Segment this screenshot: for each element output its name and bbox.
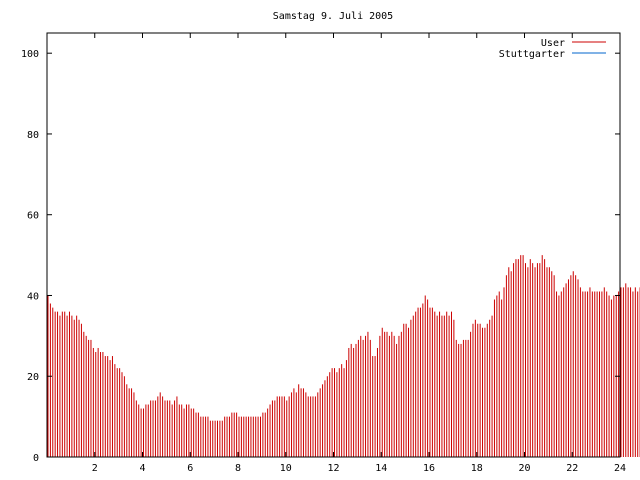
legend: User Stuttgarter (499, 38, 606, 60)
y-tick-label: 80 (27, 130, 39, 141)
x-tick-label: 8 (235, 463, 241, 474)
x-tick-label: 18 (471, 463, 483, 474)
x-tick-label: 12 (327, 463, 339, 474)
legend-label-user: User (541, 38, 565, 49)
plot-frame (46, 32, 621, 458)
y-tick-label: 60 (27, 211, 39, 222)
legend-label-stuttgarter: Stuttgarter (499, 49, 565, 60)
x-tick-label: 14 (375, 463, 387, 474)
x-tick-label: 22 (566, 463, 578, 474)
x-tick-label: 6 (187, 463, 193, 474)
y-tick-label: 0 (33, 453, 39, 464)
y-tick-label: 20 (27, 372, 39, 383)
x-tick-label: 10 (280, 463, 292, 474)
x-tick-label: 2 (92, 463, 98, 474)
x-tick-label: 16 (423, 463, 435, 474)
y-tick-label: 40 (27, 291, 39, 302)
y-tick-label: 100 (21, 49, 39, 60)
x-tick-label: 24 (614, 463, 626, 474)
x-tick-label: 4 (139, 463, 145, 474)
chart-title: Samstag 9. Juli 2005 (273, 11, 393, 22)
user-series-bars (47, 255, 640, 457)
x-tick-label: 20 (518, 463, 530, 474)
